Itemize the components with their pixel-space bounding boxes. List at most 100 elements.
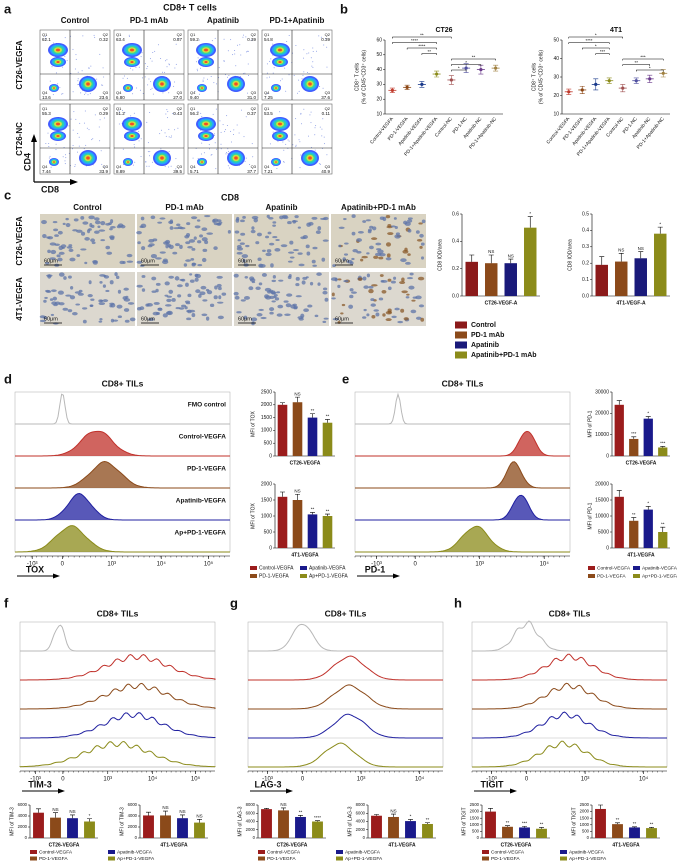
- bar: [612, 824, 623, 838]
- event-dot: [83, 122, 85, 124]
- nucleus: [185, 282, 189, 287]
- event-dot: [90, 65, 92, 67]
- nucleus: [415, 230, 420, 234]
- event-dot: [146, 68, 148, 70]
- nucleus: [191, 216, 198, 220]
- quadrant-name: Q2: [325, 106, 331, 111]
- event-dot: [175, 43, 177, 45]
- event-dot: [288, 35, 290, 37]
- nucleus: [155, 288, 159, 293]
- panel-letter: f: [4, 595, 9, 610]
- nucleus: [117, 223, 124, 228]
- event-dot: [65, 157, 67, 159]
- bar: [307, 514, 318, 548]
- event-dot: [74, 68, 76, 70]
- event-dot: [308, 52, 310, 54]
- scale-bar-label: 60μm: [238, 316, 252, 322]
- nucleus: [47, 249, 51, 254]
- nucleus: [151, 276, 157, 281]
- nucleus: [308, 221, 314, 226]
- event-dot: [230, 130, 232, 132]
- significance-bracket: [636, 69, 664, 72]
- x-tick-label: -10³: [262, 777, 273, 783]
- histogram-curve: [355, 392, 570, 425]
- nucleus: [292, 249, 300, 252]
- column-header: PD-1+Apatinib: [270, 16, 325, 25]
- nucleus: [105, 289, 110, 293]
- nucleus: [349, 288, 354, 292]
- event-dot: [232, 133, 234, 135]
- event-dot: [130, 115, 132, 117]
- nucleus: [202, 299, 208, 302]
- histogram-title: CD8+ TILs: [325, 608, 367, 618]
- nucleus: [72, 229, 78, 232]
- histogram-curve: [472, 620, 667, 652]
- nucleus: [51, 289, 57, 293]
- nucleus: [233, 291, 239, 296]
- density-contour: [234, 156, 238, 160]
- significance: ****: [585, 38, 592, 43]
- arrow-head: [70, 179, 78, 185]
- y-tick-label: 6000: [18, 802, 28, 807]
- nucleus: [421, 219, 426, 224]
- y-tick-label: 0.5: [582, 211, 589, 217]
- y-tick-label: 30000: [595, 389, 609, 395]
- nucleus: [69, 257, 76, 262]
- significance: **: [427, 49, 431, 54]
- y-axis-label: MFI of LAG-3: [347, 806, 353, 836]
- event-dot: [55, 72, 57, 74]
- nucleus: [269, 242, 275, 246]
- nucleus: [240, 299, 246, 302]
- error-bar: [616, 490, 622, 497]
- significance-bracket: [568, 42, 610, 44]
- nucleus: [291, 220, 299, 223]
- nucleus: [109, 280, 114, 285]
- error-bar: [631, 517, 637, 521]
- nucleus: [240, 232, 246, 236]
- nucleus: [415, 295, 422, 300]
- event-dot: [239, 44, 241, 46]
- nucleus: [194, 273, 202, 279]
- significance: *: [89, 813, 91, 818]
- y-tick-label: 1000: [580, 822, 590, 827]
- quadrant-value: 39.5: [173, 169, 182, 174]
- bar: [261, 809, 272, 838]
- nucleus: [50, 313, 55, 317]
- nucleus: [168, 220, 174, 225]
- x-tick-label: 0: [525, 777, 529, 783]
- nucleus: [80, 231, 86, 236]
- nucleus: [297, 252, 303, 255]
- density-contour: [127, 161, 129, 163]
- chart-title: 4T1-VEGFA: [627, 552, 655, 558]
- nucleus: [331, 297, 336, 300]
- nucleus: [181, 278, 186, 282]
- nucleus: [317, 282, 321, 286]
- legend-label: Apatinib-VEGFA: [117, 849, 153, 855]
- nucleus: [201, 227, 208, 232]
- histogram-row-label: PD-1-VEGFA: [187, 466, 226, 473]
- significance-bracket: [595, 53, 610, 55]
- legend-label: Apatinib: [471, 342, 499, 349]
- y-tick-label: 500: [264, 529, 273, 535]
- event-dot: [296, 92, 298, 94]
- event-dot: [226, 115, 228, 117]
- bar: [388, 816, 399, 838]
- event-dot: [146, 121, 148, 123]
- event-dot: [200, 129, 202, 131]
- legend-label: Ap+PD-1-VEGFA: [117, 856, 155, 862]
- nucleus: [236, 244, 242, 249]
- bar: [536, 828, 547, 838]
- mean-point: [405, 85, 409, 89]
- nucleus: [233, 273, 239, 278]
- nucleus: [124, 319, 130, 323]
- density-contour: [278, 61, 282, 63]
- nucleus: [162, 313, 168, 318]
- density-contour: [278, 135, 282, 137]
- event-dot: [295, 118, 297, 120]
- bar: [634, 258, 647, 296]
- event-dot: [160, 148, 162, 150]
- y-tick-label: 2000: [261, 402, 272, 408]
- nucleus: [216, 283, 222, 288]
- chart-title: 4T1-VEGFA: [388, 842, 416, 848]
- event-dot: [198, 93, 200, 95]
